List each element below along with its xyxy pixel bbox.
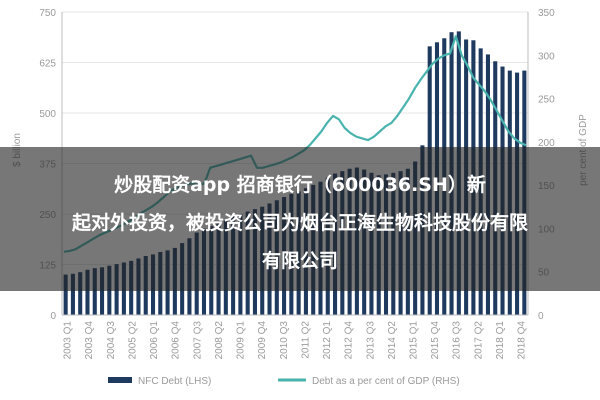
x-tick-label: 2003 Q4	[84, 321, 95, 360]
x-tick-label: 2004 Q3	[106, 321, 117, 360]
x-tick-label: 2005 Q2	[128, 321, 139, 360]
x-axis-ticks: 2003 Q1 2003 Q4 2004 Q3 2005 Q2 2006 Q1 2006 …	[63, 321, 528, 360]
x-tick-label: 2009 Q4	[257, 321, 268, 360]
x-tick-label: 2006 Q1	[149, 321, 160, 360]
article-title-banner: 炒股配资app 招商银行（600036.SH）新 起对外投资，被投资公司为烟台正…	[0, 147, 600, 291]
legend-label-nfc-debt: NFC Debt (LHS)	[138, 376, 211, 387]
left-tick-label: 0	[50, 311, 56, 322]
x-tick-label: 2011 Q2	[300, 321, 311, 359]
bar-nfc-debt	[85, 269, 90, 315]
legend: NFC Debt (LHS) Debt as a per cent of GDP…	[108, 376, 460, 387]
x-tick-label: 2016 Q3	[452, 321, 463, 360]
bar-nfc-debt	[100, 267, 105, 315]
x-tick-label: 2018 Q1	[495, 321, 506, 360]
banner-line-2: 起对外投资，被投资公司为烟台正海生物科技股份有限	[71, 212, 528, 234]
left-tick-label: 750	[39, 8, 56, 19]
x-tick-label: 2003 Q1	[63, 321, 74, 360]
x-tick-label: 2006 Q4	[171, 321, 182, 360]
x-tick-label: 2012 Q4	[344, 321, 355, 360]
x-tick-label: 2012 Q1	[322, 321, 333, 360]
x-tick-label: 2013 Q3	[365, 321, 376, 360]
legend-swatch-nfc-debt	[108, 377, 132, 383]
right-tick-label: 300	[538, 51, 555, 62]
bar-nfc-debt	[63, 274, 68, 315]
bar-nfc-debt	[70, 273, 75, 315]
x-tick-label: 2015 Q4	[430, 321, 441, 360]
x-tick-label: 2015 Q1	[409, 321, 420, 360]
x-tick-label: 2014 Q2	[387, 321, 398, 360]
right-tick-label: 250	[538, 95, 555, 106]
x-tick-label: 2007 Q3	[192, 321, 203, 360]
left-tick-label: 500	[39, 109, 56, 120]
x-tick-label: 2009 Q1	[236, 321, 247, 360]
right-tick-label: 0	[538, 311, 544, 322]
legend-label-debt-gdp: Debt as a per cent of GDP (RHS)	[312, 376, 460, 387]
x-tick-label: 2018 Q4	[517, 321, 528, 360]
left-tick-label: 625	[39, 59, 56, 70]
x-tick-label: 2010 Q3	[279, 321, 290, 360]
x-tick-label: 2008 Q2	[214, 321, 225, 360]
right-tick-label: 350	[538, 8, 555, 19]
banner-line-1: 炒股配资app 招商银行（600036.SH）新	[114, 174, 486, 196]
bar-nfc-debt	[78, 272, 83, 315]
banner-line-3: 有限公司	[261, 250, 338, 272]
right-tick-label: 200	[538, 138, 555, 149]
x-tick-label: 2017 Q2	[473, 321, 484, 360]
bar-nfc-debt	[92, 268, 97, 315]
